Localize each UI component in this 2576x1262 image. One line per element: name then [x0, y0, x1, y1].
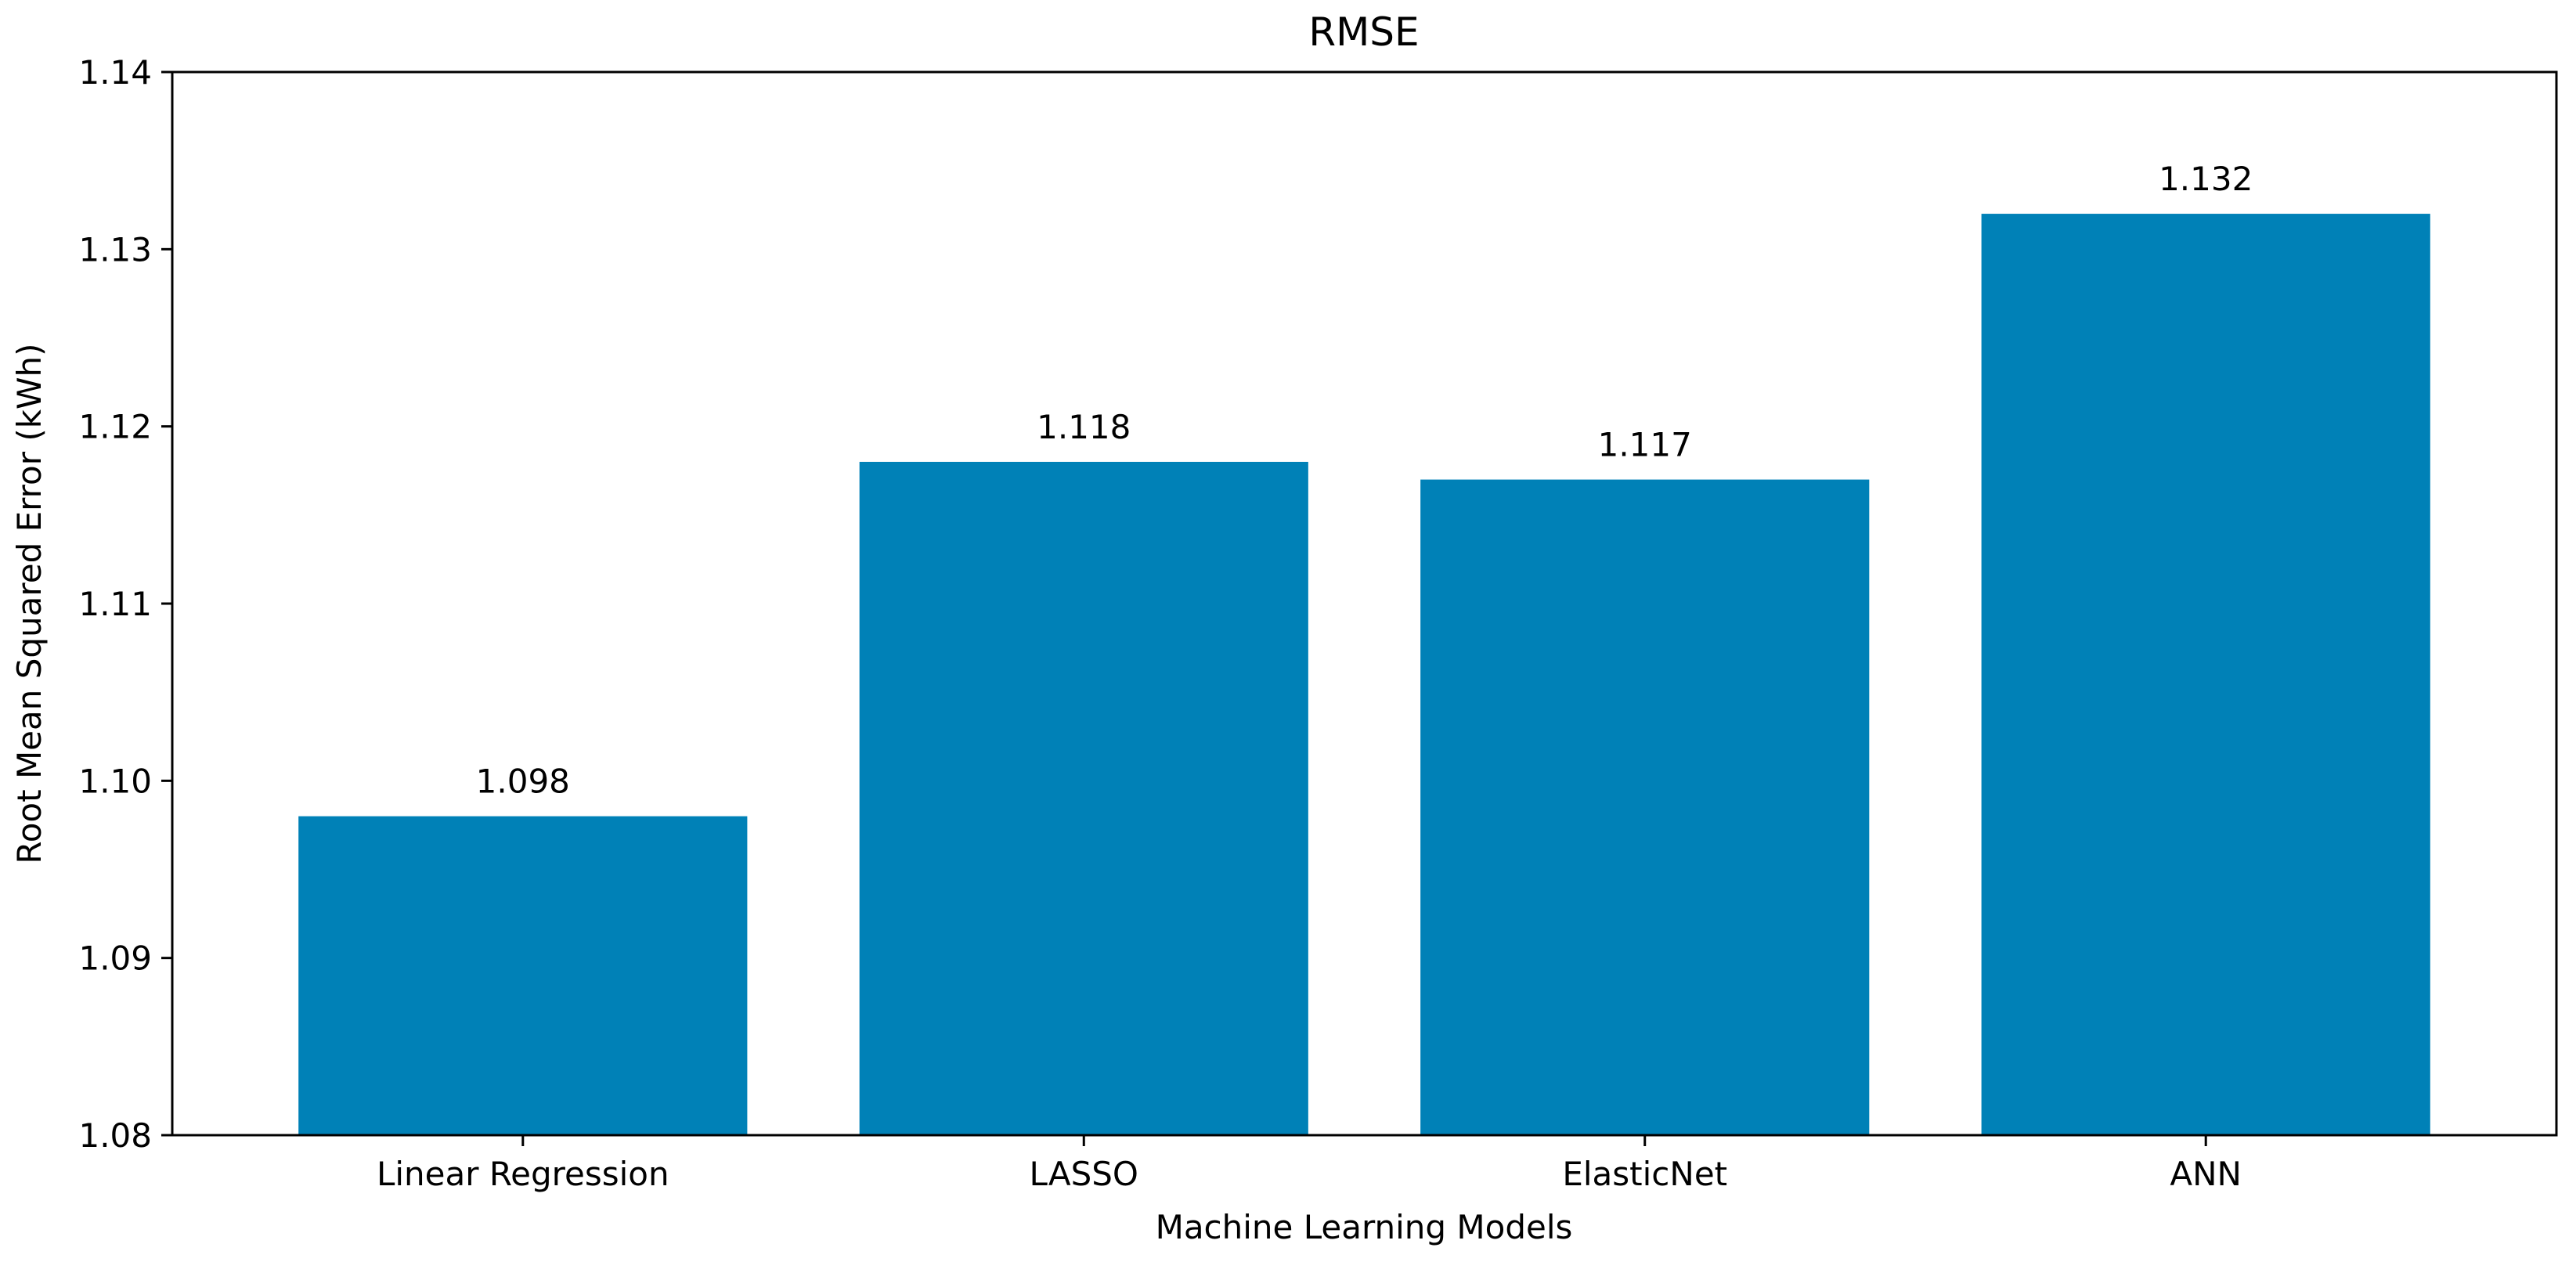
- x-axis-ticks: Linear Regression LASSO ElasticNet ANN: [377, 1135, 2242, 1193]
- bar-value-label: 1.117: [1598, 426, 1692, 464]
- x-tick-label: Linear Regression: [377, 1155, 669, 1193]
- x-tick-label: ElasticNet: [1562, 1155, 1727, 1193]
- y-tick-label: 1.09: [78, 939, 152, 978]
- x-axis-title: Machine Learning Models: [1156, 1208, 1573, 1246]
- x-tick-label: LASSO: [1030, 1155, 1138, 1193]
- chart-title: RMSE: [1308, 9, 1419, 55]
- plot-frame: [171, 70, 2558, 1137]
- bar-value-label: 1.132: [2159, 160, 2253, 198]
- bar-lasso: [859, 461, 1308, 1135]
- x-tick-label: ANN: [2170, 1155, 2242, 1193]
- y-tick-label: 1.12: [78, 408, 152, 446]
- y-tick-label: 1.10: [78, 762, 152, 800]
- bar-linear-regression: [298, 816, 748, 1135]
- bar-ann: [1981, 214, 2430, 1136]
- bars-layer: [298, 214, 2430, 1136]
- bar-value-label: 1.118: [1037, 408, 1131, 446]
- y-axis-ticks: 1.08 1.09 1.10 1.11 1.12 1.13 1.14: [78, 53, 172, 1155]
- y-tick-label: 1.13: [78, 230, 152, 269]
- y-axis-title: Root Mean Squared Error (kWh): [10, 343, 49, 864]
- y-tick-label: 1.14: [78, 53, 152, 92]
- bar-value-label: 1.098: [476, 763, 570, 801]
- data-labels: 1.098 1.118 1.117 1.132: [476, 160, 2253, 801]
- y-tick-label: 1.08: [78, 1116, 152, 1155]
- y-tick-label: 1.11: [78, 585, 152, 623]
- bar-elasticnet: [1420, 479, 1870, 1135]
